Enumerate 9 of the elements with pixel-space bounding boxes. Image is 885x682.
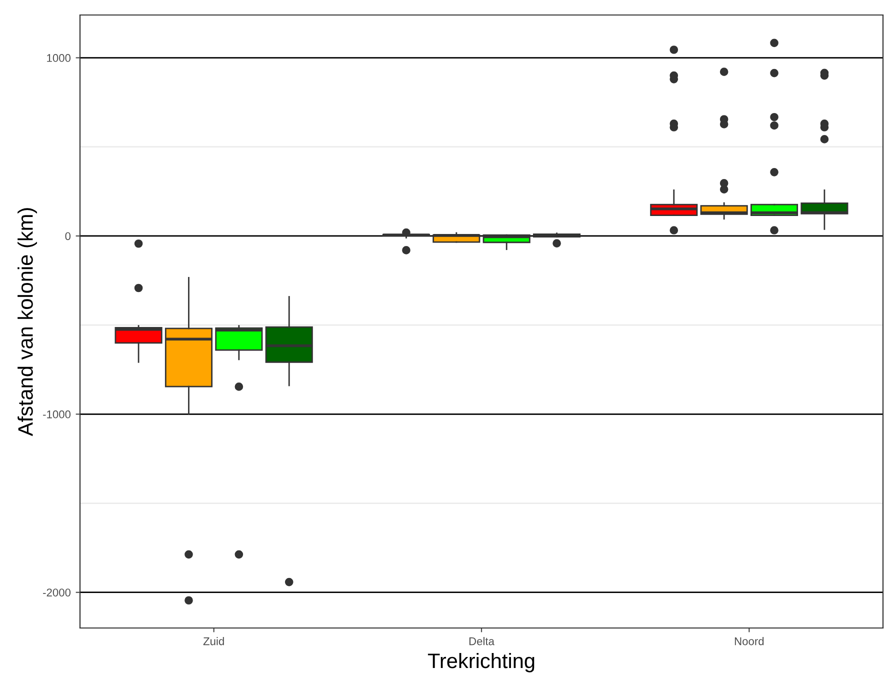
y-tick-label: 0: [65, 232, 71, 240]
y-tick-label: 1000: [47, 54, 71, 62]
y-axis-title: Afstand van kolonie (km): [18, 208, 37, 436]
x-axis-title: Trekrichting: [428, 652, 534, 672]
y-tick-label: -2000: [43, 588, 71, 596]
x-tick-label: Zuid: [203, 637, 224, 646]
x-tick-label: Delta: [469, 637, 494, 646]
x-tick-label: Noord: [734, 637, 764, 646]
y-tick-label: -1000: [43, 410, 71, 418]
